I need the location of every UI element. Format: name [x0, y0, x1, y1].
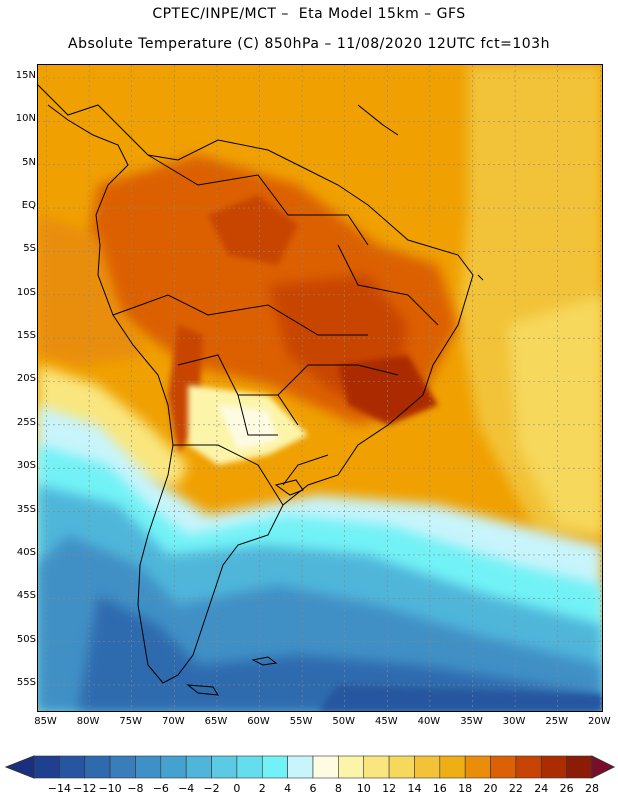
lon-label: 70W — [162, 716, 185, 727]
lat-lon-grid — [38, 65, 602, 711]
colorbar-tick-label: 22 — [508, 782, 523, 795]
colorbar-swatch — [135, 755, 162, 779]
colorbar-swatch — [109, 755, 136, 779]
colorbar-swatch — [261, 755, 288, 779]
colorbar-swatch — [185, 755, 212, 779]
lat-label: 50S — [16, 633, 36, 645]
title-line-2: Absolute Temperature (C) 850hPa – 11/08/… — [68, 36, 550, 52]
lat-label: 5S — [23, 243, 36, 255]
colorbar-swatch — [338, 755, 365, 779]
lon-label: 30W — [502, 716, 526, 727]
lon-label: 80W — [76, 716, 100, 727]
lon-label: 60W — [247, 716, 270, 727]
colorbar-tick-label: 6 — [309, 782, 317, 795]
colorbar-swatch — [160, 755, 187, 779]
lon-label: 45W — [374, 716, 398, 727]
lon-label: 55W — [289, 716, 313, 727]
colorbar-swatch — [287, 755, 314, 779]
colorbar-tick-label: 0 — [233, 782, 241, 795]
colorbar-tick-label: 14 — [407, 782, 422, 795]
lat-label: 35S — [16, 503, 36, 515]
colorbar-tick-label: −2 — [203, 782, 220, 795]
colorbar-tick-label: 28 — [585, 782, 599, 795]
colorbar-swatch — [388, 755, 415, 779]
colorbar-under-triangle — [4, 755, 35, 779]
colorbar-swatch — [59, 755, 86, 779]
lat-label: 30S — [16, 460, 36, 472]
lon-label: 75W — [119, 716, 143, 727]
lon-label: 85W — [34, 716, 57, 727]
lat-label: 5N — [22, 156, 36, 168]
lon-label: 35W — [460, 716, 483, 727]
lat-label: 20S — [16, 373, 36, 385]
colorbar-tick-label: −4 — [178, 782, 195, 795]
title-line-1: CPTEC/INPE/MCT – Eta Model 15km – GFS — [152, 6, 466, 22]
colorbar-swatch — [515, 755, 542, 779]
colorbar-over-triangle — [591, 755, 616, 779]
colorbar-tick-label: 26 — [559, 782, 574, 795]
colorbar-swatch — [540, 755, 567, 779]
colorbar-tick-label: 20 — [483, 782, 498, 795]
lat-label: 10S — [16, 286, 36, 298]
colorbar-tick-label: −6 — [152, 782, 169, 795]
colorbar-tick-label: 4 — [284, 782, 292, 795]
lat-label: 15S — [16, 330, 36, 342]
colorbar-tick-label: 16 — [432, 782, 447, 795]
colorbar — [4, 755, 616, 779]
colorbar-swatch — [414, 755, 441, 779]
colorbar-tick-label: −8 — [127, 782, 144, 795]
lat-label: 45S — [16, 590, 36, 602]
colorbar-swatch — [236, 755, 263, 779]
colorbar-tick-label: 8 — [334, 782, 342, 795]
colorbar-tick-label: 10 — [356, 782, 371, 795]
lat-label: 25S — [16, 416, 36, 428]
lat-label: 55S — [16, 676, 36, 688]
lat-label: 40S — [16, 546, 36, 558]
lon-label: 50W — [332, 716, 356, 727]
lon-label: 25W — [545, 716, 568, 727]
coastlines-and-borders — [38, 84, 484, 696]
lon-label: 40W — [417, 716, 441, 727]
colorbar-swatch — [490, 755, 517, 779]
temperature-map[interactable] — [37, 64, 603, 712]
colorbar-swatch — [33, 755, 60, 779]
colorbar-swatch — [566, 755, 593, 779]
colorbar-swatch — [464, 755, 491, 779]
colorbar-swatch — [312, 755, 339, 779]
colorbar-tick-label: −10 — [98, 782, 122, 795]
colorbar-tick-label: 2 — [258, 782, 266, 795]
colorbar-swatch — [211, 755, 238, 779]
temperature-field — [38, 65, 602, 711]
colorbar-tick-label: −14 — [47, 782, 71, 795]
colorbar-swatch — [84, 755, 111, 779]
colorbar-swatch — [363, 755, 390, 779]
colorbar-tick-label: 12 — [382, 782, 397, 795]
lat-label: 15N — [15, 70, 36, 81]
colorbar-tick-label: −12 — [73, 782, 97, 795]
lat-label: EQ — [21, 200, 36, 212]
colorbar-tick-label: 18 — [458, 782, 473, 795]
lon-label: 65W — [204, 716, 228, 727]
colorbar-swatch — [439, 755, 466, 779]
colorbar-tick-label: 24 — [534, 782, 549, 795]
lon-label: 20W — [587, 716, 611, 727]
lat-label: 10N — [15, 113, 36, 125]
